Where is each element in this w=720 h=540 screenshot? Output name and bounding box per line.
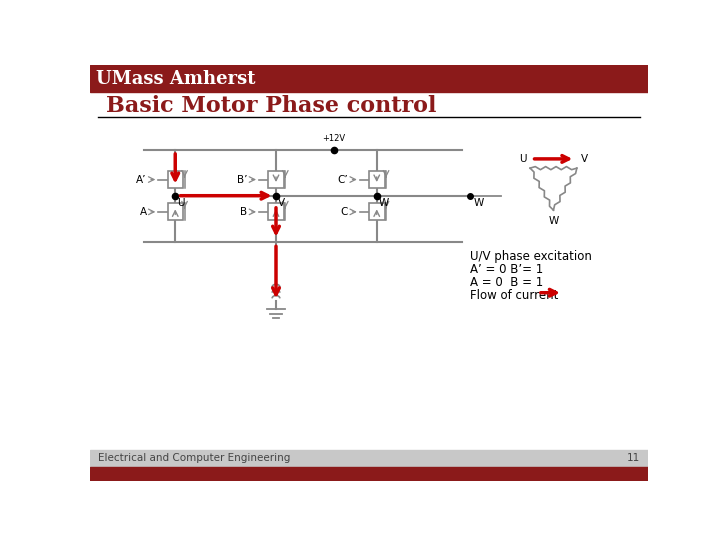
- Bar: [90, 65, 648, 92]
- Text: V: V: [279, 198, 285, 208]
- Text: B: B: [240, 207, 248, 217]
- Text: Electrical and Computer Engineering: Electrical and Computer Engineering: [98, 453, 290, 463]
- Text: C’: C’: [338, 174, 348, 185]
- Bar: [369, 171, 384, 188]
- Text: B’: B’: [237, 174, 248, 185]
- Text: A = 0  B = 1: A = 0 B = 1: [469, 276, 543, 289]
- Bar: [90, 467, 648, 481]
- Text: UMass Amherst: UMass Amherst: [96, 70, 256, 87]
- Text: W: W: [474, 198, 484, 208]
- Text: U: U: [178, 198, 185, 208]
- Text: C: C: [341, 207, 348, 217]
- Text: U/V phase excitation: U/V phase excitation: [469, 249, 592, 262]
- Bar: [269, 204, 284, 220]
- Text: W: W: [549, 215, 559, 226]
- Text: A’ = 0 B’= 1: A’ = 0 B’= 1: [469, 262, 543, 276]
- Text: V: V: [581, 154, 588, 164]
- Text: +12V: +12V: [323, 134, 346, 143]
- Text: U: U: [518, 154, 526, 164]
- Text: W: W: [379, 198, 390, 208]
- Text: 11: 11: [627, 453, 640, 463]
- Bar: [168, 204, 183, 220]
- Bar: [369, 204, 384, 220]
- Text: A: A: [140, 207, 147, 217]
- Text: Flow of current: Flow of current: [469, 289, 558, 302]
- Bar: [168, 171, 183, 188]
- Bar: [269, 171, 284, 188]
- Bar: [90, 450, 648, 467]
- Text: Basic Motor Phase control: Basic Motor Phase control: [106, 94, 436, 117]
- Text: A’: A’: [136, 174, 147, 185]
